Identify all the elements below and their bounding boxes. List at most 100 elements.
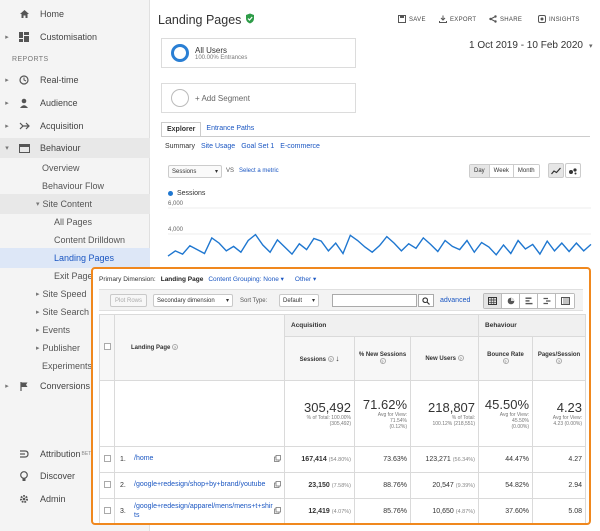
export-button[interactable]: EXPORT xyxy=(439,15,476,25)
cell-value: 23,150 xyxy=(308,482,330,489)
line-chart-type-button[interactable] xyxy=(548,163,564,178)
month-button[interactable]: Month xyxy=(513,165,539,177)
col-header-new-sessions[interactable]: % New Sessions? xyxy=(354,336,411,381)
sidebar-item-label: Events xyxy=(42,325,71,335)
sidebar-item-publisher[interactable]: ▸ Publisher xyxy=(0,338,150,358)
share-button[interactable]: SHARE xyxy=(489,15,522,25)
cell-pct: (9.39%) xyxy=(455,483,476,489)
chevron-down-icon: ▾ xyxy=(311,298,315,304)
sidebar-item-site-search[interactable]: ▸ Site Search xyxy=(0,302,150,322)
tab-entrance-paths[interactable]: Entrance Paths xyxy=(206,125,255,132)
table-search-button[interactable] xyxy=(418,294,434,307)
total-value: 71.62% xyxy=(362,396,407,412)
sort-type-select[interactable]: Default ▾ xyxy=(279,294,319,307)
segment-name: All Users xyxy=(195,45,228,55)
table-view-buttons xyxy=(483,293,575,309)
content-grouping-dropdown[interactable]: Content Grouping: None ▾ xyxy=(208,275,284,283)
total-sub: % of Total: xyxy=(451,414,476,421)
row-checkbox[interactable] xyxy=(103,481,111,488)
subtab-summary[interactable]: Summary xyxy=(165,143,195,150)
sidebar-item-landing-pages[interactable]: Landing Pages xyxy=(0,248,150,268)
pivot-view-button[interactable] xyxy=(556,294,574,308)
total-sessions-cell: 305,492 % of Total: 100.00% (305,492) xyxy=(284,380,355,447)
total-sub: (305,492) xyxy=(329,421,351,427)
sidebar-item-realtime[interactable]: ▸ Real-time xyxy=(0,70,150,90)
copy-icon[interactable] xyxy=(274,481,281,490)
sidebar-item-behaviour-flow[interactable]: Behaviour Flow xyxy=(0,176,150,196)
tabs-divider xyxy=(161,136,590,137)
sidebar-item-admin[interactable]: Admin xyxy=(0,489,150,509)
advanced-filter-link[interactable]: advanced xyxy=(440,297,471,304)
other-dimension-dropdown[interactable]: Other ▾ xyxy=(295,275,316,283)
col-header-bounce-rate[interactable]: Bounce Rate? xyxy=(478,336,534,381)
date-range-picker[interactable]: 1 Oct 2019 - 10 Feb 2020 ▾ xyxy=(469,40,592,51)
sidebar-item-label: Site Search xyxy=(42,307,90,317)
sidebar-item-all-pages[interactable]: All Pages xyxy=(0,212,150,232)
insights-button[interactable]: INSIGHTS xyxy=(538,15,580,25)
sidebar-item-overview[interactable]: Overview xyxy=(0,158,150,178)
info-icon: ? xyxy=(379,358,386,364)
subtab-goal-set-1[interactable]: Goal Set 1 xyxy=(241,143,275,150)
person-icon xyxy=(16,96,32,110)
sidebar-item-site-content[interactable]: ▾ Site Content xyxy=(0,194,150,214)
col-header-landing-page[interactable]: Landing Page ? xyxy=(114,314,285,381)
sidebar-item-label: Admin xyxy=(40,494,66,504)
primary-dimension-value[interactable]: Landing Page xyxy=(160,275,204,283)
row-checkbox[interactable] xyxy=(103,455,111,462)
motion-chart-type-button[interactable] xyxy=(565,163,581,178)
percentage-view-button[interactable] xyxy=(502,294,520,308)
sidebar-item-exit-pages[interactable]: Exit Pages xyxy=(0,266,150,286)
select-all-checkbox[interactable] xyxy=(103,343,111,350)
secondary-dimension-select[interactable]: Secondary dimension ▾ xyxy=(153,294,233,307)
sidebar-item-conversions[interactable]: ▸ Conversions xyxy=(0,376,150,396)
performance-view-button[interactable] xyxy=(520,294,538,308)
sidebar-item-behaviour[interactable]: ▾ Behaviour xyxy=(0,138,150,158)
col-header-pages-session[interactable]: Pages/Session? xyxy=(532,336,587,381)
landing-page-link[interactable]: /google+redesign/shop+by+brand/youtube xyxy=(134,481,266,489)
landing-page-link[interactable]: /home xyxy=(134,455,154,463)
sidebar-item-attribution[interactable]: Attribution BETA xyxy=(0,444,150,464)
copy-icon[interactable] xyxy=(274,507,281,516)
sidebar-item-experiments[interactable]: Experiments xyxy=(0,356,150,376)
cell-value: 167,414 xyxy=(301,456,327,463)
table-search-input[interactable] xyxy=(332,294,417,307)
sessions-line-chart xyxy=(167,207,592,257)
sidebar-item-home[interactable]: Home xyxy=(0,4,150,24)
sidebar-item-events[interactable]: ▸ Events xyxy=(0,320,150,340)
report-tabs: Explorer Entrance Paths xyxy=(161,122,259,137)
data-view-button[interactable] xyxy=(484,294,502,308)
save-icon xyxy=(398,15,406,25)
comparison-view-button[interactable] xyxy=(538,294,556,308)
save-button[interactable]: SAVE xyxy=(398,15,426,25)
date-range-text: 1 Oct 2019 - 10 Feb 2020 xyxy=(469,40,583,51)
sidebar: Home ▸ Customisation REPORTS ▸ Real-time… xyxy=(0,0,150,531)
sidebar-item-audience[interactable]: ▸ Audience xyxy=(0,93,150,113)
segment-all-users[interactable]: All Users 100.00% Entrances xyxy=(161,38,356,68)
secondary-dimension-label: Secondary dimension xyxy=(157,297,215,304)
sidebar-item-content-drilldown[interactable]: Content Drilldown xyxy=(0,230,150,250)
segment-color-icon xyxy=(171,44,189,62)
subtab-ecommerce[interactable]: E-commerce xyxy=(280,143,320,150)
day-button[interactable]: Day xyxy=(470,165,490,177)
col-header-sessions[interactable]: Sessions ? ↓ xyxy=(284,336,355,381)
add-segment-button[interactable]: + Add Segment xyxy=(161,83,356,113)
sidebar-item-customisation[interactable]: ▸ Customisation xyxy=(0,27,150,47)
subtab-site-usage[interactable]: Site Usage xyxy=(200,143,236,150)
sidebar-item-discover[interactable]: Discover xyxy=(0,466,150,486)
metric-select[interactable]: Sessions ▾ xyxy=(168,165,222,178)
copy-icon[interactable] xyxy=(274,455,281,464)
row-checkbox[interactable] xyxy=(103,507,111,514)
tab-explorer[interactable]: Explorer xyxy=(161,122,202,137)
sidebar-item-acquisition[interactable]: ▸ Acquisition xyxy=(0,116,150,136)
plot-rows-button[interactable]: Plot Rows xyxy=(110,294,147,307)
total-sub: 71.54% xyxy=(390,417,407,424)
sidebar-item-site-speed[interactable]: ▸ Site Speed xyxy=(0,284,150,304)
select-metric-link[interactable]: Select a metric xyxy=(239,168,279,174)
sidebar-item-label: Exit Pages xyxy=(54,271,98,281)
bar-list-icon xyxy=(525,297,532,305)
landing-page-link[interactable]: /google+redesign/apparel/mens/mens+t+shi… xyxy=(134,502,273,519)
col-header-new-users[interactable]: New Users ? xyxy=(409,336,480,381)
group-header-behaviour: Behaviour xyxy=(478,314,587,337)
week-button[interactable]: Week xyxy=(489,165,514,177)
segment-sub: 100.00% Entrances xyxy=(195,54,248,61)
